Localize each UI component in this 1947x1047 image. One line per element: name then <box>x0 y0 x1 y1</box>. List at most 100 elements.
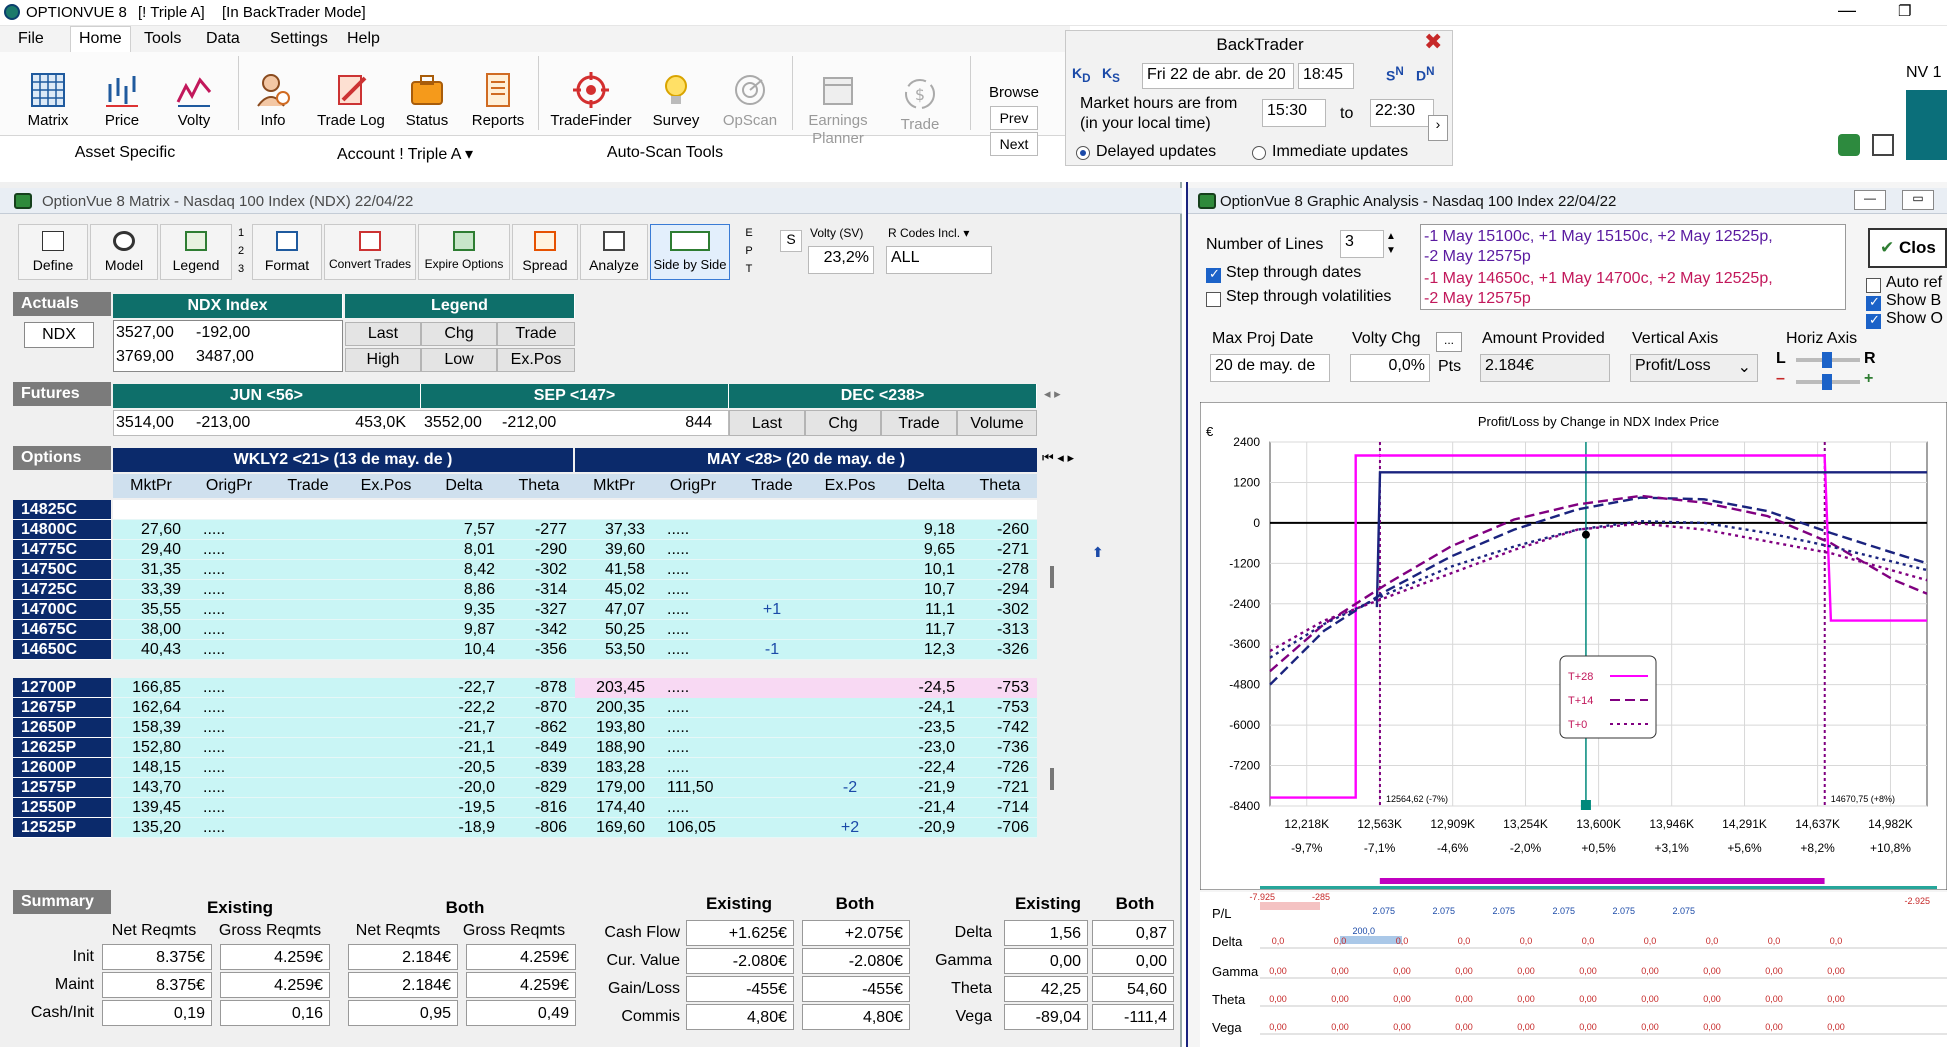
earnings-planner-button[interactable]: Earnings Planner <box>800 72 876 148</box>
printer-icon[interactable] <box>1872 134 1894 156</box>
horiz-slider-handle-top[interactable] <box>1822 352 1832 368</box>
strike-12575p[interactable]: 12575P <box>13 778 111 798</box>
delayed-radio[interactable] <box>1076 146 1090 160</box>
plus-icon[interactable]: + <box>1864 370 1874 387</box>
tradefinder-button[interactable]: TradeFinder <box>550 72 632 129</box>
menu-settings[interactable]: Settings <box>270 30 328 47</box>
close-x-icon[interactable]: ✖ <box>1424 29 1443 54</box>
count-3[interactable]: 3 <box>237 263 245 275</box>
table-row[interactable]: 14650C 40,43..... 10,4 -356 53,50..... -1 12,3… <box>13 640 1037 660</box>
strike-14700c[interactable]: 14700C <box>13 600 111 620</box>
legend-button[interactable]: Legend <box>160 224 232 280</box>
table-row[interactable]: 12625P 152,80..... -21,1 -849 188,90..... -23… <box>13 738 1037 758</box>
table-row[interactable]: 12700P 166,85..... -22,7 -878 203,45..... -24… <box>13 678 1037 698</box>
chevron-right-icon[interactable]: › <box>1428 115 1448 141</box>
horiz-slider-handle-bottom[interactable] <box>1822 374 1832 390</box>
table-row[interactable]: 12525P 135,20..... -18,9 -806 169,60 106,05 +2… <box>13 818 1037 838</box>
lines-spinner[interactable]: ▲ ▼ <box>1386 231 1396 256</box>
minimize-window-button[interactable]: — <box>1854 190 1886 210</box>
close-button[interactable]: ✔ Clos <box>1868 228 1947 268</box>
option-cell[interactable]: -1 <box>764 641 780 658</box>
strike-14800c[interactable]: 14800C <box>13 520 111 540</box>
futures-scroll-arrows[interactable]: ◂ ▸ <box>1044 386 1061 401</box>
analyze-button[interactable]: Analyze <box>580 224 648 280</box>
count-1[interactable]: 1 <box>237 227 245 239</box>
table-row[interactable]: 14750C 31,35..... 8,42 -302 41,58..... 10,1 -2… <box>13 560 1037 580</box>
table-row[interactable]: 12650P 158,39..... -21,7 -862 193,80..... -23… <box>13 718 1037 738</box>
current-price-marker[interactable] <box>1580 800 1591 810</box>
step-vol-checkbox[interactable] <box>1206 292 1221 307</box>
strike-12650p[interactable]: 12650P <box>13 718 111 738</box>
table-row[interactable]: 12600P 148,15..... -20,5 -839 183,28..... -22… <box>13 758 1037 778</box>
more-button[interactable]: ... <box>1436 332 1462 352</box>
side-by-side-button[interactable]: Side by Side <box>650 224 730 280</box>
strike-14750c[interactable]: 14750C <box>13 560 111 580</box>
option-cell[interactable]: +1 <box>762 601 782 618</box>
strike-14650c[interactable]: 14650C <box>13 640 111 660</box>
strike-12700p[interactable]: 12700P <box>13 678 111 698</box>
to-time-field[interactable]: 22:30 <box>1370 99 1434 127</box>
s-button[interactable]: S <box>780 230 802 252</box>
define-button[interactable]: Define <box>18 224 88 280</box>
strike-14825c[interactable]: 14825C <box>13 500 111 520</box>
rcodes-label[interactable]: R Codes Incl. ▾ <box>888 226 970 240</box>
kd-button[interactable]: KD <box>1072 65 1091 85</box>
count-2[interactable]: 2 <box>237 245 245 257</box>
lines-field[interactable]: 3 <box>1340 230 1384 258</box>
volty-button[interactable]: Volty <box>170 72 218 129</box>
scroll-top-icon[interactable]: ⬆ <box>1092 544 1104 560</box>
refresh-icon[interactable] <box>1838 134 1860 156</box>
menu-data[interactable]: Data <box>206 30 240 47</box>
scrollbar-put[interactable] <box>1050 768 1054 790</box>
table-row[interactable]: 14700C 35,55..... 9,35 -327 47,07..... +1 11,1… <box>13 600 1037 620</box>
restore-icon[interactable]: ❐ <box>1898 3 1912 20</box>
table-row[interactable]: 14675C 38,00..... 9,87 -342 50,25..... 11,7 -3… <box>13 620 1037 640</box>
maximize-window-button[interactable]: ▭ <box>1902 190 1934 210</box>
prev-button[interactable]: Prev <box>990 106 1038 130</box>
table-row[interactable]: 12675P 162,64..... -22,2 -870 200,35..... -24… <box>13 698 1037 718</box>
minimize-icon[interactable]: — <box>1838 0 1856 20</box>
max-proj-date-field[interactable]: 20 de may. de <box>1210 354 1330 382</box>
rcodes-field[interactable]: ALL <box>886 246 992 274</box>
trade-log-button[interactable]: Trade Log <box>314 72 388 129</box>
opscan-button[interactable]: OpScan <box>720 72 780 129</box>
status-button[interactable]: Status <box>402 72 452 129</box>
strike-14675c[interactable]: 14675C <box>13 620 111 640</box>
vertical-axis-select[interactable]: Profit/Loss ⌄ <box>1630 354 1758 382</box>
menu-tools[interactable]: Tools <box>144 30 182 47</box>
strike-12550p[interactable]: 12550P <box>13 798 111 818</box>
menu-help[interactable]: Help <box>347 30 380 47</box>
trade-button[interactable]: $ Trade <box>892 76 948 133</box>
model-button[interactable]: Model <box>90 224 158 280</box>
volty-field[interactable]: 23,2% <box>808 246 874 274</box>
ndx-symbol[interactable]: NDX <box>24 322 94 348</box>
date-field[interactable]: Fri 22 de abr. de 20 <box>1142 63 1294 89</box>
format-button[interactable]: Format <box>252 224 322 280</box>
options-nav-arrows[interactable]: ⏮ ◂ ▸ <box>1042 450 1074 465</box>
table-row[interactable]: 12575P 143,70..... -20,0 -829 179,00 111,50 -2… <box>13 778 1037 798</box>
table-row[interactable]: 14775C 29,40..... 8,01 -290 39,60..... 9,65 -2… <box>13 540 1037 560</box>
strike-12675p[interactable]: 12675P <box>13 698 111 718</box>
strike-14725c[interactable]: 14725C <box>13 580 111 600</box>
strike-14775c[interactable]: 14775C <box>13 540 111 560</box>
price-button[interactable]: Price <box>98 72 146 129</box>
convert-trades-button[interactable]: Convert Trades <box>324 224 416 280</box>
account-group[interactable]: Account ! Triple A ▾ <box>336 146 474 163</box>
time-field[interactable]: 18:45 <box>1298 63 1354 89</box>
show-o-checkbox[interactable] <box>1866 312 1881 329</box>
step-dates-checkbox[interactable] <box>1206 266 1221 283</box>
menu-home[interactable]: Home <box>70 26 131 52</box>
strike-12525p[interactable]: 12525P <box>13 818 111 838</box>
volty-chg-field[interactable]: 0,0% <box>1350 354 1430 382</box>
auto-refresh-checkbox[interactable] <box>1866 278 1881 293</box>
strike-12625p[interactable]: 12625P <box>13 738 111 758</box>
table-row[interactable]: 14725C 33,39..... 8,86 -314 45,02..... 10,7 -2… <box>13 580 1037 600</box>
next-button[interactable]: Next <box>990 132 1038 156</box>
show-b-checkbox[interactable] <box>1866 294 1881 311</box>
table-row[interactable]: 12550P 139,45..... -19,5 -816 174,40..... -21… <box>13 798 1037 818</box>
minus-icon[interactable]: – <box>1776 370 1785 387</box>
positions-list[interactable] <box>1420 224 1846 310</box>
row-count-selector[interactable]: 1 2 3 <box>232 224 250 280</box>
dn-button[interactable]: DN <box>1416 65 1435 84</box>
